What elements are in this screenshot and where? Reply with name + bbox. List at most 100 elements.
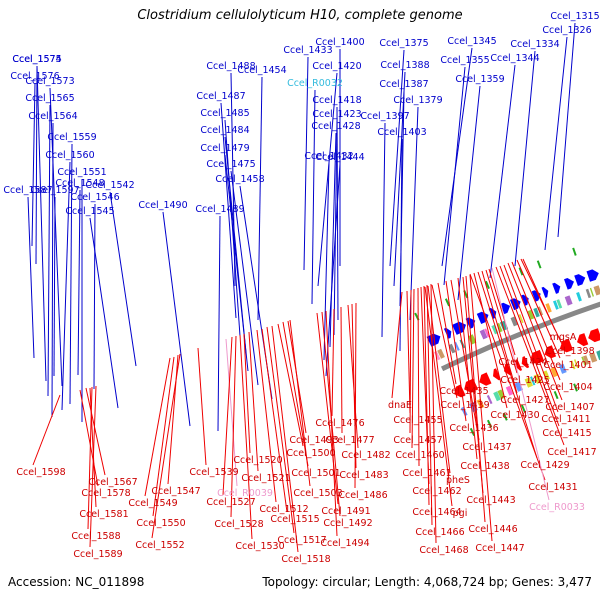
reverse-leader-line: [465, 275, 486, 523]
reverse-gene-label: Ccel_1598: [16, 467, 65, 478]
forward-cog-block-7: [484, 328, 490, 338]
reverse-leader-line: [331, 308, 335, 417]
forward-gene-label: Ccel_R0032: [287, 78, 343, 89]
label-layer: 1650 kbp1700 kbp1750 kbp1800 kbp1850 kbp…: [3, 11, 599, 565]
reverse-cog-block-12: [550, 367, 559, 378]
reverse-gene-label: Ccel_1439: [440, 400, 489, 411]
forward-gene-label: Ccel_1418: [312, 95, 361, 106]
reverse-gene-label: Ccel_R0039: [217, 488, 273, 499]
reverse-cog-block-18: [589, 352, 598, 363]
forward-cog-block-22: [589, 287, 594, 297]
forward-gene-label: Ccel_1564: [28, 111, 77, 122]
reverse-gene-label: Ccel_1468: [419, 545, 468, 556]
forward-gene-label: Ccel_1345: [447, 36, 496, 47]
reverse-leader-line: [347, 304, 359, 449]
reverse-gene-label: Ccel_1517: [277, 535, 326, 546]
forward-leader-line: [47, 104, 51, 397]
reverse-leader-line: [243, 333, 251, 454]
reverse-leader-line: [289, 319, 311, 487]
reverse-leader-line: [239, 334, 253, 540]
forward-gene-arrow-4: [476, 311, 489, 324]
forward-gene-label: Ccel_1479: [200, 143, 249, 154]
reverse-gene-label: Ccel_1549: [128, 498, 177, 509]
reverse-leader-line: [445, 280, 467, 422]
reverse-leader-line: [282, 321, 309, 467]
reverse-leader-line: [277, 323, 304, 447]
reverse-leader-line: [437, 282, 457, 385]
forward-leader-line: [409, 106, 419, 321]
reverse-gene-label: Ccel_1411: [541, 414, 590, 425]
forward-leader-line: [443, 66, 466, 286]
forward-cog-block-21: [585, 288, 592, 299]
forward-leader-line: [457, 85, 481, 301]
forward-leader-line: [69, 143, 73, 405]
forward-leader-line: [51, 122, 54, 418]
reverse-leader-line: [516, 259, 561, 359]
forward-gene-label: Ccel_1400: [315, 37, 364, 48]
reverse-gene-label: Ccel_1521: [241, 473, 290, 484]
forward-leader-line: [230, 170, 259, 386]
reverse-leader-line: [152, 356, 175, 517]
forward-gene-arrow-11: [552, 282, 561, 294]
inner-tick-4: [553, 391, 559, 400]
reverse-gene-label: Ccel_1407: [545, 402, 594, 413]
reverse-gene-label: Ccel_1552: [135, 540, 184, 551]
reverse-leader-line: [417, 287, 420, 467]
reverse-leader-line: [354, 302, 357, 489]
reverse-gene-label: Ccel_1424: [498, 357, 547, 368]
reverse-gene-label: Ccel_1518: [281, 554, 330, 565]
forward-gene-label: Ccel_1575: [12, 54, 61, 65]
forward-gene-label: Ccel_1428: [311, 121, 360, 132]
reverse-gene-label: mgsA: [550, 332, 577, 343]
reverse-gene-label: Ccel_1589: [73, 549, 122, 560]
reverse-gene-label: Ccel_1401: [543, 360, 592, 371]
reverse-gene-arrow-3: [493, 368, 501, 381]
forward-gene-label: Ccel_1334: [510, 39, 559, 50]
forward-gene-arrow-0: [426, 333, 441, 347]
forward-leader-line: [303, 56, 309, 271]
forward-gene-label: Ccel_1375: [379, 38, 428, 49]
map-title: Clostridium cellulolyticum H10, complete…: [137, 8, 463, 23]
reverse-gene-label: Ccel_1500: [286, 448, 335, 459]
forward-cog-block-6: [479, 329, 488, 340]
reverse-gene-label: Ccel_1443: [466, 495, 515, 506]
reverse-gene-label: Ccel_1431: [528, 482, 577, 493]
forward-gene-label: Ccel_1359: [455, 74, 504, 85]
reverse-leader-line: [426, 284, 433, 526]
reverse-gene-label: Ccel_1527: [206, 497, 255, 508]
reverse-leader-line: [340, 306, 343, 434]
reverse-leader-line: [391, 291, 403, 399]
reverse-gene-arrow-6: [521, 356, 530, 369]
forward-leader-line: [323, 162, 330, 361]
reverse-gene-label: Ccel_1493: [289, 435, 338, 446]
forward-cog-block-13: [527, 309, 535, 320]
reverse-leader-line: [491, 267, 550, 501]
outer-tick-4: [518, 267, 524, 276]
forward-gene-label: Ccel_1574: [12, 54, 61, 65]
forward-gene-label: Ccel_1423: [312, 109, 361, 120]
forward-cog-block-12: [518, 314, 524, 324]
reverse-gene-label: Ccel_1492: [323, 518, 372, 529]
outer-tick-6: [572, 247, 577, 256]
forward-cog-block-14: [533, 307, 540, 318]
reverse-gene-label: Ccel_1446: [468, 524, 517, 535]
reverse-gene-label: Ccel_1447: [475, 543, 524, 554]
reverse-gene-label: Ccel_1398: [545, 346, 594, 357]
reverse-leader-line: [469, 274, 493, 542]
reverse-leader-line: [316, 312, 339, 505]
reverse-gene-label: Ccel_1435: [439, 386, 488, 397]
forward-cog-block-5: [467, 334, 477, 345]
reverse-gene-label: Ccel_1430: [490, 410, 539, 421]
reverse-leader-line: [87, 386, 93, 530]
forward-gene-label: Ccel_1475: [206, 159, 255, 170]
forward-leader-line: [93, 203, 96, 390]
reverse-leader-line: [197, 347, 207, 466]
reverse-leader-line: [222, 336, 233, 496]
forward-gene-label: Ccel_1433: [283, 45, 332, 56]
forward-gene-label: Ccel_1344: [490, 53, 539, 64]
forward-leader-line: [61, 161, 71, 411]
forward-gene-label: Ccel_1454: [237, 65, 286, 76]
reverse-gene-label: Ccel_1457: [393, 435, 442, 446]
